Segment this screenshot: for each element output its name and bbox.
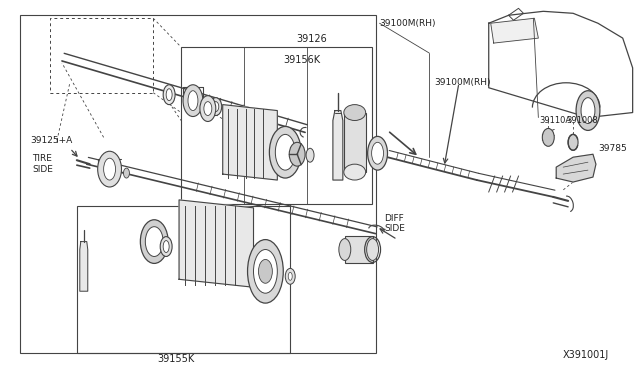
Ellipse shape — [275, 134, 295, 170]
Ellipse shape — [183, 85, 203, 116]
Bar — [345, 235, 372, 263]
Polygon shape — [556, 154, 596, 182]
Ellipse shape — [124, 168, 129, 178]
Polygon shape — [80, 241, 88, 291]
Polygon shape — [333, 110, 343, 180]
Text: 391008: 391008 — [566, 116, 598, 125]
Bar — [344, 113, 365, 172]
Ellipse shape — [306, 148, 314, 162]
Ellipse shape — [213, 102, 219, 112]
Ellipse shape — [210, 98, 221, 116]
Text: 39125+A: 39125+A — [30, 136, 72, 145]
Ellipse shape — [367, 137, 387, 170]
Text: 39126: 39126 — [297, 34, 328, 44]
Ellipse shape — [542, 128, 554, 146]
Ellipse shape — [339, 238, 351, 260]
Polygon shape — [223, 105, 277, 180]
Ellipse shape — [160, 237, 172, 256]
Text: DIFF
SIDE: DIFF SIDE — [385, 214, 405, 233]
Ellipse shape — [145, 227, 163, 256]
Ellipse shape — [285, 268, 295, 284]
Ellipse shape — [367, 238, 378, 260]
Ellipse shape — [163, 85, 175, 105]
Bar — [181, 47, 372, 204]
Text: 39785: 39785 — [598, 144, 627, 153]
Bar — [77, 206, 290, 353]
Text: 39100M(RH): 39100M(RH) — [434, 78, 491, 87]
Ellipse shape — [98, 151, 122, 187]
Ellipse shape — [166, 89, 172, 101]
Ellipse shape — [204, 102, 212, 116]
Ellipse shape — [248, 240, 284, 303]
Ellipse shape — [104, 158, 116, 180]
Bar — [20, 15, 376, 353]
Ellipse shape — [344, 105, 365, 121]
Ellipse shape — [140, 220, 168, 263]
Text: 39156K: 39156K — [284, 55, 321, 65]
Ellipse shape — [581, 98, 595, 124]
Ellipse shape — [568, 134, 578, 150]
Ellipse shape — [372, 142, 383, 164]
Ellipse shape — [344, 164, 365, 180]
Ellipse shape — [576, 91, 600, 131]
Text: X391001J: X391001J — [563, 350, 609, 360]
Ellipse shape — [200, 96, 216, 122]
Polygon shape — [491, 18, 538, 43]
Ellipse shape — [288, 272, 292, 280]
Text: 39100M(RH): 39100M(RH) — [380, 19, 436, 28]
Ellipse shape — [163, 241, 169, 253]
Ellipse shape — [188, 91, 198, 110]
Text: TIRE
SIDE: TIRE SIDE — [32, 154, 53, 174]
Ellipse shape — [269, 126, 301, 178]
Ellipse shape — [253, 250, 277, 293]
Ellipse shape — [289, 142, 305, 166]
Text: 39155K: 39155K — [157, 354, 195, 364]
Text: 39110A: 39110A — [540, 116, 572, 125]
Ellipse shape — [259, 259, 273, 283]
Polygon shape — [179, 200, 253, 287]
